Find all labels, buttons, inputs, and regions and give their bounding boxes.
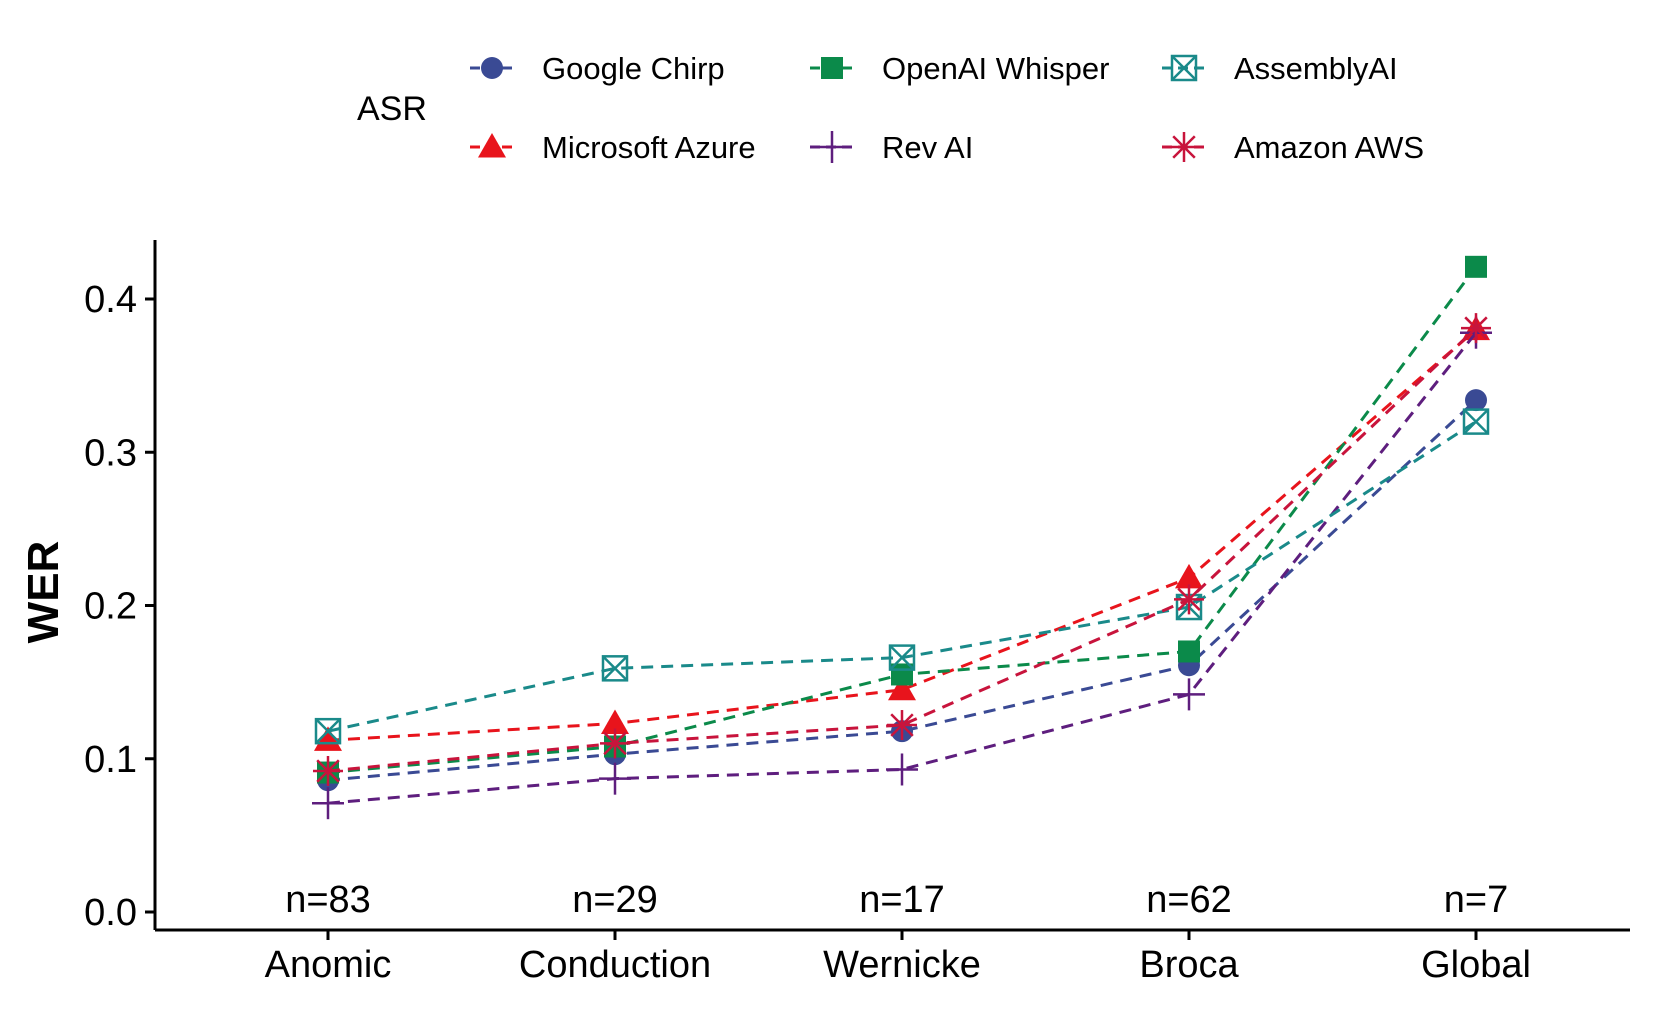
legend-label: Amazon AWS [1234,130,1424,165]
legend-item-assemblyai: AssemblyAI [1162,51,1398,86]
legend-key-marker [481,57,503,79]
data-point-amazon-aws [600,728,630,759]
y-tick-label: 0.3 [84,432,137,474]
series-group [312,255,1492,820]
legend-key-marker [821,57,843,79]
data-point-openai-whisper [1178,640,1200,663]
sample-size-label: n=62 [1146,879,1232,921]
sample-size-label: n=83 [285,879,371,921]
legend-label: Microsoft Azure [542,130,756,165]
sample-size-label: n=17 [859,879,945,921]
legend-item-openai-whisper: OpenAI Whisper [810,51,1109,86]
y-tick-label: 0.2 [84,586,137,628]
sample-size-label: n=7 [1444,879,1508,921]
series-line-microsoft-azure [327,328,1477,742]
x-tick-label-broca: Broca [1139,944,1239,986]
series-line-google-chirp [327,399,1478,782]
data-point-microsoft-azure [1175,563,1203,589]
data-point-rev-ai [599,762,631,795]
legend-key-marker [1169,132,1199,162]
data-point-assemblyai [1462,408,1490,435]
data-point-google-chirp [1465,389,1487,412]
axes: WER [19,240,1630,932]
series-line-amazon-aws [327,327,1478,773]
series-openai-whisper [317,255,1487,784]
y-tick-label: 0.4 [84,279,137,321]
legend-label: OpenAI Whisper [882,51,1109,86]
data-point-microsoft-azure [888,675,916,701]
legend-label: Rev AI [882,130,973,165]
legend: ASR Google Chirp Microsoft Azure OpenAI Wh… [357,51,1424,165]
data-point-rev-ai [1173,678,1205,711]
data-point-microsoft-azure [601,709,629,735]
data-point-openai-whisper [1465,255,1487,278]
y-tick-label: 0.1 [84,739,137,781]
x-tick-label-conduction: Conduction [519,944,711,986]
series-amazon-aws [313,313,1491,787]
sample-size-labels: n=83 n=29 n=17 n=62 n=7 [285,879,1508,921]
legend-key-marker [478,133,506,158]
y-tick-label: 0.0 [84,892,137,934]
series-rev-ai [312,316,1492,820]
data-point-amazon-aws [1461,313,1491,344]
series-line-rev-ai [327,331,1478,805]
x-tick-label-anomic: Anomic [265,944,392,986]
legend-label: AssemblyAI [1234,51,1398,86]
legend-item-rev-ai: Rev AI [810,130,973,165]
legend-key-marker [1170,54,1198,82]
legend-label: Google Chirp [542,51,725,86]
x-tick-label-wernicke: Wernicke [823,944,981,986]
y-axis-label: WER [19,541,68,644]
data-point-amazon-aws [313,756,343,787]
data-point-rev-ai [886,753,918,786]
legend-item-microsoft-azure: Microsoft Azure [470,130,756,165]
legend-item-amazon-aws: Amazon AWS [1162,130,1424,165]
data-point-amazon-aws [1174,584,1204,615]
legend-title: ASR [357,90,427,128]
y-ticks: 0.0 0.1 0.2 0.3 0.4 [84,279,155,934]
legend-key-marker [816,131,848,163]
data-point-assemblyai [601,655,629,682]
series-microsoft-azure [314,315,1490,751]
sample-size-label: n=29 [572,879,658,921]
data-point-assemblyai [888,644,916,671]
x-tick-label-global: Global [1421,944,1531,986]
data-point-microsoft-azure [314,726,342,751]
data-point-assemblyai [314,717,342,745]
x-ticks: Anomic Conduction Wernicke Broca Global [265,930,1531,986]
data-point-rev-ai [312,787,344,820]
legend-item-google-chirp: Google Chirp [470,51,725,86]
data-point-amazon-aws [887,710,917,741]
